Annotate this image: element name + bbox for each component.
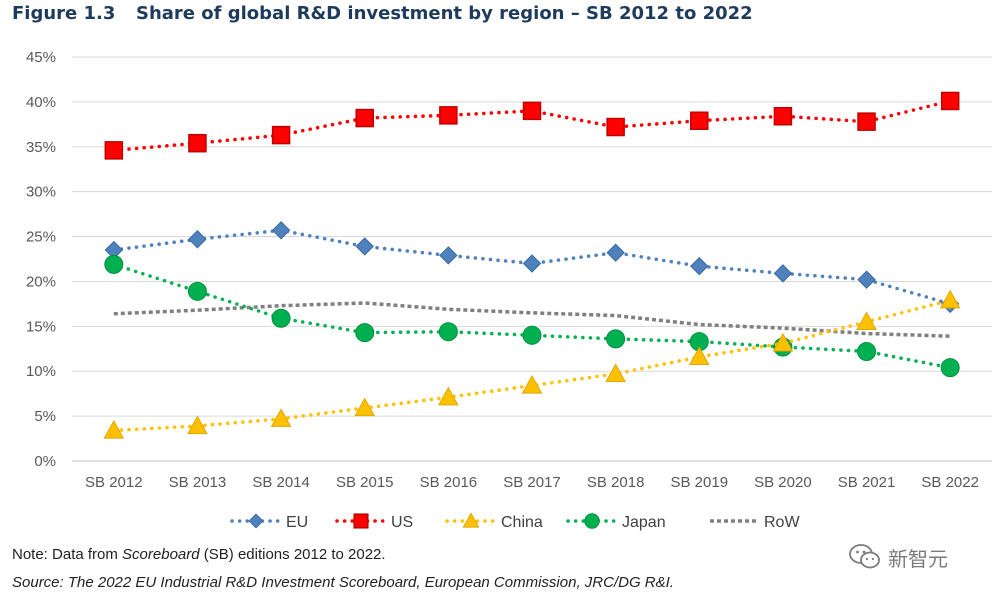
x-tick-label: SB 2015 [336,474,394,491]
legend-marker-eu [248,513,264,529]
data-point-japan [104,254,124,274]
legend-marker-us [353,513,369,529]
y-tick-label: 30% [26,184,56,201]
series-line-japan [112,262,952,370]
data-point-eu [690,256,709,276]
data-point-us [104,141,124,160]
legend-label-china: China [501,514,543,531]
y-tick-label: 10% [26,363,56,380]
data-point-us [188,133,207,153]
data-point-china [856,311,877,330]
data-point-eu [188,230,207,249]
data-point-us [271,125,291,145]
y-tick-label: 45% [26,49,56,66]
data-point-japan [606,329,626,349]
data-point-japan [438,322,458,342]
data-point-japan [355,323,375,343]
figure-title: Share of global R&D investment by region… [136,3,753,24]
data-point-us [857,112,876,131]
line-chart: 0% 5% 10% 15% 20% 25% 30% 35% 40% 45% SB 2012 SB 20… [26,49,992,531]
figure-number: Figure 1.3 [12,3,116,24]
data-point-china [103,419,125,439]
watermark: 新智元 [848,542,948,572]
x-tick-label: SB 2012 [85,474,143,491]
x-tick-label: SB 2014 [252,474,310,491]
data-point-china [438,386,459,406]
y-tick-label: 35% [26,139,56,156]
data-point-japan [271,308,291,328]
data-point-china [270,408,292,427]
data-point-china [772,332,794,352]
y-tick-label: 25% [26,229,56,246]
source-text: Source: The 2022 EU Industrial R&D Inves… [12,574,674,591]
legend-label-row: RoW [764,514,800,531]
data-point-us [439,106,458,125]
data-point-eu [606,243,625,262]
data-point-eu [773,264,793,283]
data-point-eu [271,221,291,240]
data-point-us [940,91,960,111]
data-point-japan [187,281,207,301]
x-tick-label: SB 2019 [670,474,728,491]
wechat-logo-icon [849,544,880,569]
x-tick-label: SB 2016 [420,474,478,491]
y-tick-label: 0% [34,453,56,470]
legend-label-japan: Japan [622,514,666,531]
data-point-us [606,117,625,137]
data-point-us [690,111,709,130]
note-text: Note: Data from Scoreboard (SB) editions… [12,546,386,563]
data-point-china [939,289,961,309]
data-point-eu [355,237,374,256]
watermark-text: 新智元 [888,546,948,571]
data-point-japan [522,325,542,345]
data-point-china [521,375,543,394]
data-point-china [688,346,710,365]
y-tick-label: 15% [26,318,56,335]
y-tick-label: 20% [26,273,56,290]
data-point-japan [857,341,877,361]
data-point-china [354,397,376,417]
x-tick-label: SB 2020 [754,474,812,491]
data-point-us [355,108,374,128]
data-point-eu [857,270,876,289]
figure-heading: Figure 1.3 Share of global R&D investment… [12,3,753,24]
legend-label-us: US [391,514,413,531]
data-point-japan [940,358,960,378]
data-point-eu [522,254,542,273]
legend-marker-japan [584,513,600,529]
data-point-us [522,101,542,121]
x-tick-label: SB 2017 [503,474,561,491]
x-tick-label: SB 2022 [921,474,979,491]
legend-label-eu: EU [286,514,308,531]
legend-marker-china [462,512,480,528]
series-line-china [112,298,952,433]
y-tick-label: 40% [26,94,56,111]
x-tick-label: SB 2013 [169,474,227,491]
data-point-china [187,415,208,435]
data-point-us [773,107,793,126]
y-tick-label: 5% [34,408,56,425]
data-point-eu [439,246,458,265]
x-tick-label: SB 2021 [838,474,896,491]
x-tick-label: SB 2018 [587,474,645,491]
data-point-china [605,363,626,383]
